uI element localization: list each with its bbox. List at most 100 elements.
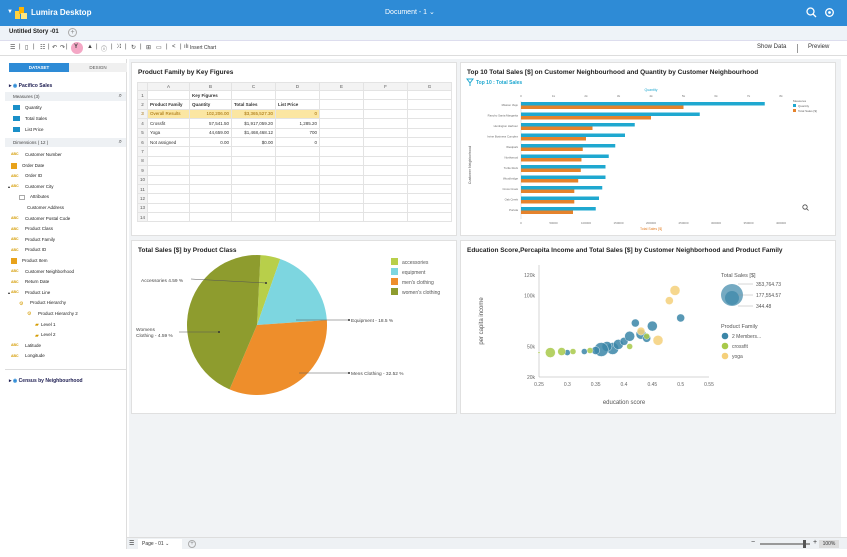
table-cell[interactable] [363,155,409,167]
row-header[interactable]: 13 [136,202,149,214]
show-data-button[interactable]: Show Data [757,44,787,50]
table-cell[interactable] [319,193,365,204]
table-cell[interactable]: Crossfit [147,118,191,129]
table-cell[interactable] [319,146,365,157]
table-cell[interactable] [363,136,409,148]
table-cell[interactable]: 0.00 [189,136,233,148]
table-cell[interactable] [275,193,321,204]
search-icon[interactable]: ⌕ [118,139,122,145]
table-cell[interactable] [231,212,277,223]
table-cell[interactable] [319,108,365,120]
dimension-item[interactable]: ▴ABC Customer City [8,184,54,189]
grid-icon[interactable]: ⊞ [146,45,152,51]
table-cell[interactable]: 700 [275,127,321,138]
table-cell[interactable]: $3,365,527.30 [231,108,277,120]
dimension-item[interactable]: ABC Latitude [11,343,41,348]
table-cell[interactable] [189,183,233,195]
search-icon[interactable] [806,7,817,18]
dimensions-section[interactable]: Dimensions ( 12 ) ⌕ [5,138,126,147]
table-cell[interactable] [147,183,191,195]
collapse-arrow-icon[interactable]: ▴ [8,289,11,295]
table-cell[interactable] [319,202,365,214]
table-cell[interactable] [231,193,277,204]
row-header[interactable]: 7 [136,146,149,157]
table-cell[interactable] [147,146,191,157]
search-icon[interactable]: ⌕ [118,93,122,99]
table-cell[interactable] [231,155,277,167]
dimension-item[interactable]: ABC Product ID [11,247,46,252]
table-cell[interactable]: Total Sales [231,99,277,110]
table-cell[interactable]: 1,285.20 [275,118,321,129]
expand-arrow-icon[interactable]: ▸ [9,83,12,89]
table-cell[interactable]: $0.00 [231,136,277,148]
bar-chart[interactable]: Top 10 : Total Sales Quantity 0 1k 2k 3k 4k 5k 6… [461,75,837,235]
table-cell[interactable] [275,202,321,214]
table-cell[interactable] [319,99,365,110]
table-cell[interactable] [407,193,453,204]
table-cell[interactable] [231,165,277,176]
table-cell[interactable] [407,202,453,214]
dimension-item[interactable]: ABC Customer Postal Code [11,216,70,221]
table-cell[interactable] [319,127,365,138]
table-cell[interactable]: Not assigned [147,136,191,148]
measure-item[interactable]: Quantity [13,105,42,111]
pin-icon[interactable]: ▲ [87,44,93,50]
dataset-header[interactable]: ▸ ◉ Pacifico Sales [9,83,52,89]
table-cell[interactable] [275,183,321,195]
table-cell[interactable] [407,155,453,167]
table-cell[interactable] [231,89,277,101]
table-cell[interactable] [231,174,277,185]
table-cell[interactable] [407,127,453,138]
table-cell[interactable] [231,146,277,157]
table-cell[interactable] [231,202,277,214]
table-cell[interactable] [363,146,409,157]
add-page-button[interactable]: + [188,540,196,548]
table-cell[interactable] [407,212,453,223]
dimension-item[interactable]: ABC Order ID [11,173,42,178]
refresh-icon[interactable]: ↻ [131,45,137,51]
table-cell[interactable] [275,155,321,167]
table-cell[interactable] [231,183,277,195]
list-icon[interactable]: ☰ [10,45,16,51]
table-cell[interactable] [363,165,409,176]
page-tab[interactable]: Page - 01 ⌄ [138,539,182,549]
row-header[interactable]: 12 [136,193,149,204]
shuffle-icon[interactable]: ⤨ [116,44,121,50]
table-cell[interactable] [363,118,409,129]
table-cell[interactable] [275,165,321,176]
table-cell[interactable] [147,165,191,176]
row-header[interactable]: 4 [136,118,149,129]
table-cell[interactable] [407,174,453,185]
dimension-item[interactable]: ▰ Level 1 [35,322,56,328]
undo-icon[interactable]: ↶ [52,45,58,51]
column-header[interactable]: G [407,82,453,91]
table-cell[interactable] [363,108,409,120]
table-cell[interactable] [407,146,453,157]
add-story-button[interactable]: + [68,28,77,37]
table-cell[interactable]: Key Figures [189,89,233,101]
column-header[interactable]: F [363,82,409,91]
gear-icon[interactable] [824,7,835,18]
dimension-item[interactable]: Customer Address [27,205,64,210]
table-cell[interactable] [275,212,321,223]
info-icon[interactable]: ⓘ [101,47,108,53]
dimension-item[interactable]: ⚙ Product Hierarchy 2 [27,311,78,317]
table-cell[interactable]: Quantity [189,99,233,110]
table-cell[interactable] [407,99,453,110]
crosstab-grid[interactable]: A B C D E F G 1 Key Figures 2 Product Family Quanti… [136,82,453,223]
insert-chart-button[interactable]: Insert Chart [190,45,217,51]
table-cell[interactable] [407,118,453,129]
second-dataset-header[interactable]: ▸ ◉ Census by Neighbourhood [9,378,83,384]
table-cell[interactable]: 44,659.00 [189,127,233,138]
table-cell[interactable] [363,212,409,223]
redo-icon[interactable]: ↷ [60,45,66,51]
tab-dataset[interactable]: DATASET [9,63,69,72]
table-cell[interactable] [147,202,191,214]
zoom-level[interactable]: 100% [819,540,839,548]
table-cell[interactable] [319,212,365,223]
pie-chart[interactable]: Accessories 4.59 % Equipment - 18.5 % Mens… [131,255,457,415]
table-cell[interactable] [363,99,409,110]
document-title-dropdown[interactable]: Document - 1 ⌄ [385,8,435,16]
zoom-in-button[interactable]: + [813,539,818,546]
table-cell[interactable]: $1,468,468.12 [231,127,277,138]
